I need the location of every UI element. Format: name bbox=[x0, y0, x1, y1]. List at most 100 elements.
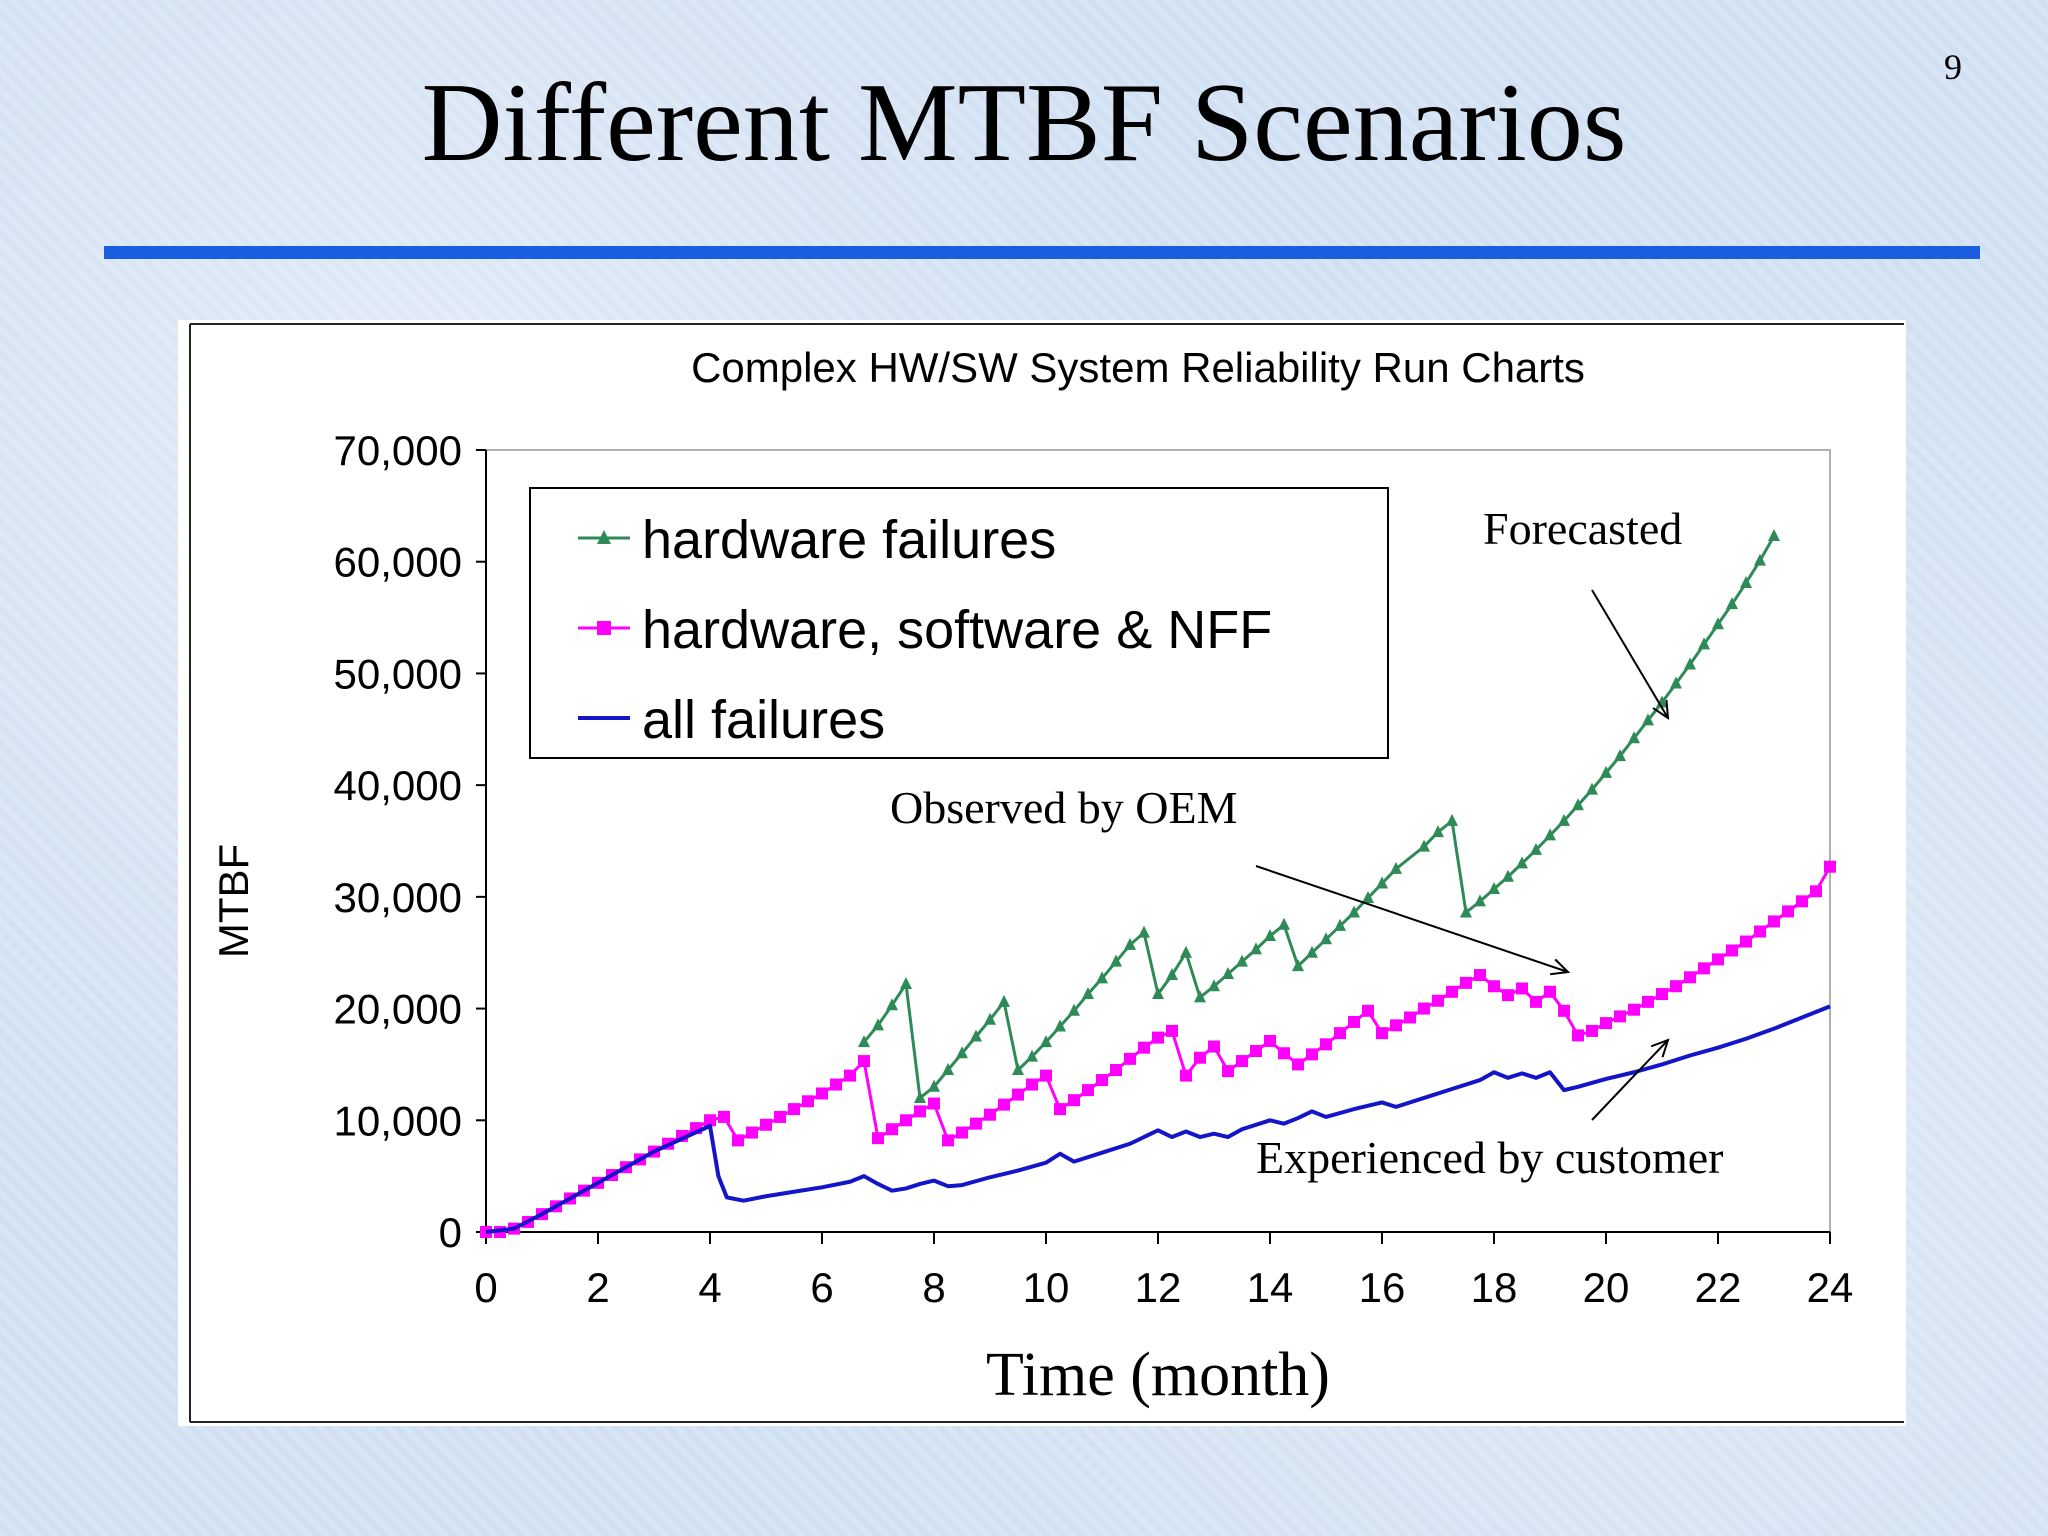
hardware-point bbox=[1698, 637, 1710, 650]
hardware-point bbox=[928, 1079, 940, 1092]
hw-sw-nff-point bbox=[1460, 976, 1472, 989]
x-tick-label: 6 bbox=[810, 1264, 833, 1311]
hw-sw-nff-point bbox=[1796, 895, 1808, 908]
x-tick-label: 2 bbox=[586, 1264, 609, 1311]
hw-sw-nff-point bbox=[788, 1103, 800, 1116]
hardware-point bbox=[1614, 749, 1626, 762]
hardware-point bbox=[1278, 917, 1290, 930]
y-tick-label: 40,000 bbox=[334, 762, 462, 809]
hw-sw-nff-point bbox=[718, 1110, 730, 1123]
hardware-point bbox=[1362, 890, 1374, 903]
hardware-point bbox=[1180, 945, 1192, 958]
hardware-point bbox=[1418, 839, 1430, 852]
hardware-point bbox=[1726, 597, 1738, 610]
x-tick-label: 0 bbox=[474, 1264, 497, 1311]
hardware-point bbox=[1754, 553, 1766, 566]
hardware-point bbox=[1320, 932, 1332, 945]
chart-panel: Complex HW/SW System Reliability Run Cha… bbox=[178, 320, 1906, 1426]
hardware-point bbox=[1376, 876, 1388, 889]
hw-sw-nff-point bbox=[1768, 915, 1780, 928]
x-tick-label: 16 bbox=[1359, 1264, 1406, 1311]
hardware-point bbox=[1334, 918, 1346, 931]
x-tick-label: 24 bbox=[1807, 1264, 1854, 1311]
hardware-point bbox=[900, 976, 912, 989]
slide-title: Different MTBF Scenarios bbox=[421, 61, 1627, 185]
x-tick-label: 14 bbox=[1247, 1264, 1294, 1311]
hw-sw-nff-point bbox=[1082, 1084, 1094, 1097]
hw-sw-nff-point bbox=[928, 1097, 940, 1110]
legend-marker-1 bbox=[597, 621, 611, 635]
x-tick-label: 4 bbox=[698, 1264, 721, 1311]
hardware-point bbox=[914, 1090, 926, 1103]
hardware-point bbox=[998, 994, 1010, 1007]
hardware-point bbox=[1600, 765, 1612, 778]
x-tick-label: 22 bbox=[1695, 1264, 1742, 1311]
hardware-point bbox=[942, 1063, 954, 1076]
hw-sw-nff-point bbox=[1642, 995, 1654, 1008]
hardware-point bbox=[1558, 813, 1570, 826]
hw-sw-nff-point bbox=[1026, 1078, 1038, 1091]
hw-sw-nff-point bbox=[1040, 1069, 1052, 1082]
hw-sw-nff-point bbox=[1096, 1074, 1108, 1087]
hw-sw-nff-point bbox=[1236, 1055, 1248, 1068]
hardware-point bbox=[1306, 945, 1318, 958]
hardware-point bbox=[1348, 905, 1360, 918]
hw-sw-nff-point bbox=[1824, 860, 1836, 873]
hardware-point bbox=[1194, 990, 1206, 1003]
hardware-point bbox=[1040, 1035, 1052, 1048]
hardware-point bbox=[1152, 987, 1164, 1000]
hw-sw-nff-point bbox=[1222, 1065, 1234, 1078]
hw-sw-nff-point bbox=[1390, 1019, 1402, 1032]
hw-sw-nff-point bbox=[858, 1055, 870, 1068]
hardware-point bbox=[970, 1029, 982, 1042]
y-tick-label: 30,000 bbox=[334, 874, 462, 921]
hw-sw-nff-point bbox=[886, 1123, 898, 1136]
hardware-point bbox=[1502, 869, 1514, 882]
hardware-point bbox=[1544, 828, 1556, 841]
hw-sw-nff-point bbox=[1558, 1004, 1570, 1017]
hardware-point bbox=[1054, 1019, 1066, 1032]
x-tick-label: 20 bbox=[1583, 1264, 1630, 1311]
hw-sw-nff-point bbox=[998, 1098, 1010, 1111]
hw-sw-nff-point bbox=[1670, 980, 1682, 993]
hardware-point bbox=[1586, 782, 1598, 795]
hardware-point bbox=[956, 1046, 968, 1059]
hardware-point bbox=[984, 1012, 996, 1025]
hw-sw-nff-point bbox=[1530, 995, 1542, 1008]
hardware-point bbox=[1026, 1049, 1038, 1062]
annotation-forecasted: Forecasted bbox=[1483, 503, 1682, 554]
y-axis-label: MTBF bbox=[210, 844, 257, 958]
y-tick-label: 10,000 bbox=[334, 1097, 462, 1144]
hw-sw-nff-point bbox=[984, 1108, 996, 1121]
hw-sw-nff-point bbox=[760, 1118, 772, 1131]
hardware-point bbox=[1572, 798, 1584, 811]
hw-sw-nff-point bbox=[1516, 982, 1528, 995]
hw-sw-nff-point bbox=[1656, 988, 1668, 1001]
x-axis-label: Time (month) bbox=[986, 1341, 1330, 1409]
hw-sw-nff-point bbox=[1306, 1048, 1318, 1061]
hw-sw-nff-point bbox=[1166, 1024, 1178, 1037]
hw-sw-nff-point bbox=[802, 1095, 814, 1108]
hw-sw-nff-point bbox=[1250, 1045, 1262, 1058]
hw-sw-nff-point bbox=[746, 1126, 758, 1139]
hardware-point bbox=[1628, 731, 1640, 744]
arrow-experienced-by-customer-head bbox=[1650, 1038, 1670, 1058]
hw-sw-nff-point bbox=[1264, 1034, 1276, 1047]
x-tick-label: 10 bbox=[1023, 1264, 1070, 1311]
hw-sw-nff-point bbox=[1012, 1088, 1024, 1101]
hw-sw-nff-point bbox=[1194, 1051, 1206, 1064]
hardware-point bbox=[1516, 856, 1528, 869]
hw-sw-nff-point bbox=[1698, 962, 1710, 975]
arrow-observed-by-oem bbox=[1255, 865, 1569, 973]
hw-sw-nff-point bbox=[1138, 1041, 1150, 1054]
hardware-point bbox=[858, 1035, 870, 1048]
hw-sw-nff-point bbox=[1782, 905, 1794, 918]
hw-sw-nff-point bbox=[1068, 1094, 1080, 1107]
hw-sw-nff-point bbox=[1488, 980, 1500, 993]
hw-sw-nff-point bbox=[1446, 985, 1458, 998]
page-number: 9 bbox=[1944, 47, 1962, 87]
hardware-point bbox=[1390, 861, 1402, 874]
arrow-forecasted bbox=[1591, 589, 1669, 719]
hw-sw-nff-point bbox=[1474, 969, 1486, 982]
y-tick-label: 20,000 bbox=[334, 986, 462, 1033]
